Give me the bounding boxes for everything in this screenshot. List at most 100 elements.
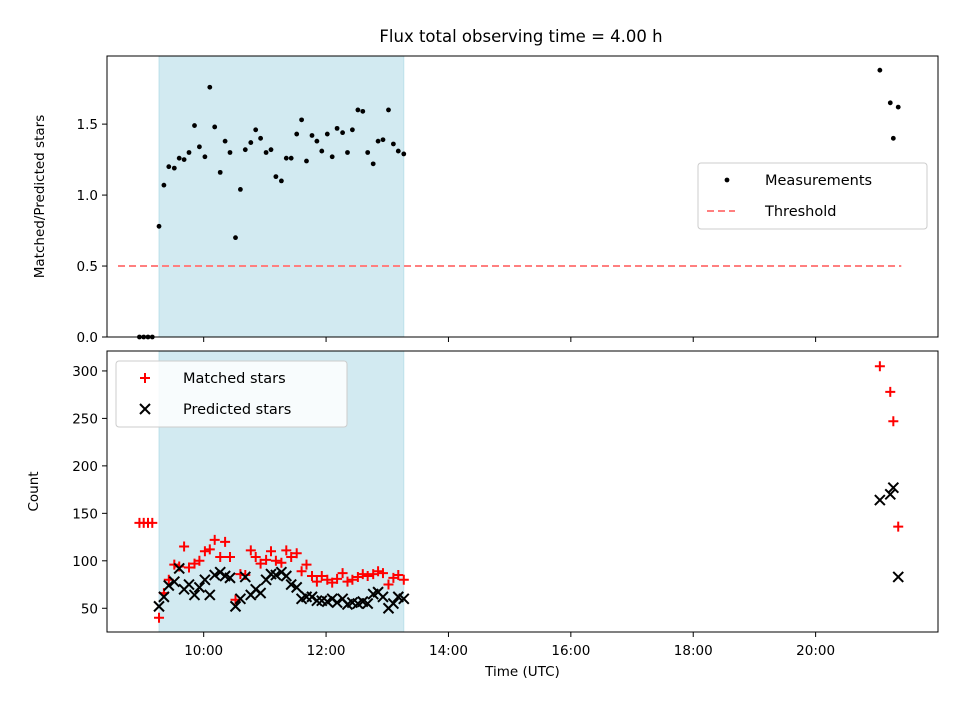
bottom-point-0-26 [265, 546, 276, 557]
top-point-0-27 [273, 174, 279, 180]
bottom-point-0-28 [276, 557, 287, 568]
bottom-point-0-34 [306, 570, 317, 581]
top-point-0-23 [253, 127, 259, 133]
bottom-legend-label-0: Matched stars [183, 371, 286, 387]
bottom-point-0-23 [250, 552, 261, 563]
bottom-point-0-8 [174, 561, 185, 572]
bottom-point-1-44 [377, 591, 389, 603]
bottom-point-0-21 [240, 570, 251, 581]
bottom-point-1-25 [280, 570, 293, 582]
bottom-series-1 [153, 481, 904, 614]
bottom-axes-frame [106, 350, 939, 633]
bottom-point-1-31 [311, 594, 323, 607]
top-point-0-51 [395, 148, 401, 154]
top-point-0-6 [166, 164, 172, 170]
top-point-0-48 [380, 137, 386, 143]
top-point-0-4 [156, 223, 162, 229]
bottom-point-0-15 [209, 534, 220, 545]
bottom-point-1-50 [884, 488, 896, 501]
bottom-xtick-label-0: 10:00 [184, 643, 223, 659]
bottom-point-0-49 [383, 579, 394, 590]
top-point-0-35 [314, 138, 320, 144]
top-point-0-21 [242, 147, 248, 153]
bottom-point-0-10 [183, 562, 194, 573]
top-legend-label-1: Threshold [764, 204, 836, 220]
top-legend-handle-0 [724, 177, 730, 183]
top-point-0-15 [212, 124, 218, 130]
bottom-legend-handle-0 [140, 373, 150, 383]
top-point-0-9 [181, 157, 187, 163]
bottom-legend-label-1: Predicted stars [183, 402, 291, 418]
top-point-0-43 [355, 107, 361, 113]
top-panel: 0.0 0.5 1.0 1.5 Matched/Predicted stars Measu… [32, 55, 939, 346]
bottom-legend-box [115, 360, 348, 428]
bottom-point-1-6 [183, 578, 195, 591]
top-point-0-5 [161, 182, 167, 188]
top-point-0-28 [278, 178, 284, 184]
bottom-point-1-26 [285, 578, 297, 591]
bottom-point-1-52 [892, 571, 904, 583]
top-point-0-50 [390, 141, 396, 147]
top-point-0-52 [401, 151, 407, 157]
bottom-point-0-12 [194, 555, 205, 566]
top-point-0-26 [268, 147, 274, 153]
bottom-point-1-2 [163, 579, 175, 592]
top-point-0-17 [222, 138, 228, 144]
bottom-ytick-label-2: 150 [72, 506, 98, 522]
bottom-point-1-3 [168, 575, 181, 588]
top-point-0-19 [233, 235, 238, 241]
top-point-0-30 [288, 155, 294, 161]
bottom-point-0-3 [147, 517, 158, 528]
bottom-point-1-49 [874, 494, 886, 506]
bottom-point-0-45 [362, 570, 373, 581]
top-ytick-label-3: 1.5 [77, 117, 98, 133]
top-point-0-32 [299, 117, 304, 123]
bottom-point-0-13 [199, 546, 210, 557]
top-point-0-25 [263, 150, 269, 155]
bottom-legend-handle-1 [139, 403, 151, 415]
bottom-point-1-0 [153, 600, 165, 613]
top-point-0-7 [171, 165, 177, 171]
top-point-0-53 [877, 67, 883, 73]
bottom-point-0-40 [337, 568, 348, 579]
bottom-point-0-33 [301, 559, 312, 570]
bottom-point-1-20 [254, 587, 267, 599]
top-point-0-14 [207, 84, 213, 90]
bottom-point-1-7 [188, 589, 201, 601]
top-ytick-label-0: 0.0 [77, 330, 98, 346]
bottom-point-0-30 [286, 552, 297, 563]
top-point-0-54 [887, 100, 893, 106]
bottom-point-1-15 [229, 600, 242, 613]
top-point-0-16 [217, 169, 223, 175]
top-point-0-41 [345, 150, 350, 155]
top-point-0-36 [319, 148, 325, 154]
top-point-0-46 [370, 161, 376, 167]
bottom-point-1-8 [193, 581, 206, 594]
bottom-point-0-47 [373, 566, 384, 577]
bottom-point-0-25 [261, 554, 272, 565]
bottom-point-0-51 [393, 570, 404, 581]
bottom-point-0-29 [281, 545, 292, 556]
top-legend-label-0: Measurements [765, 173, 872, 189]
bottom-ytick-label-1: 100 [72, 554, 98, 570]
top-point-0-42 [349, 127, 355, 133]
top-point-0-38 [329, 154, 335, 160]
bottom-point-0-36 [316, 570, 327, 581]
top-point-0-49 [386, 107, 391, 113]
bottom-ytick-label-3: 200 [72, 459, 98, 475]
bottom-point-0-24 [255, 558, 266, 569]
bottom-point-0-48 [377, 568, 388, 579]
bottom-point-0-18 [224, 552, 235, 563]
bottom-point-1-17 [239, 571, 252, 583]
bottom-point-1-16 [234, 593, 247, 605]
bottom-point-1-35 [331, 596, 343, 609]
bottom-point-1-9 [199, 574, 211, 586]
bottom-ytick-label-5: 300 [72, 364, 98, 380]
top-point-0-40 [340, 130, 345, 136]
bottom-point-0-54 [885, 386, 896, 397]
figure-title: Flux total observing time = 4.00 h [379, 27, 662, 46]
bottom-xtick-label-3: 16:00 [551, 643, 590, 659]
top-point-0-24 [258, 135, 263, 141]
bottom-point-0-41 [342, 576, 353, 587]
